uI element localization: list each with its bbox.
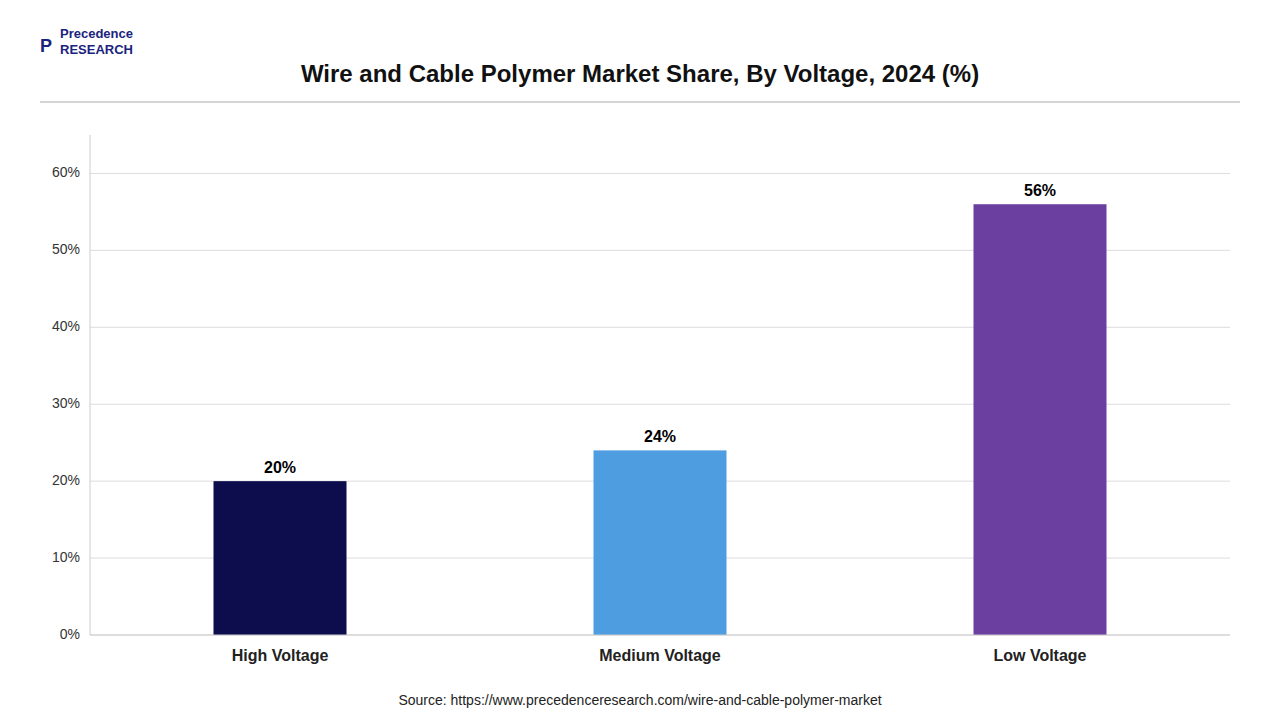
x-tick-label: Medium Voltage xyxy=(599,647,721,664)
source-text: Source: https://www.precedenceresearch.c… xyxy=(398,692,881,708)
y-tick-label: 50% xyxy=(52,241,80,257)
data-label: 20% xyxy=(264,459,296,476)
y-tick-label: 30% xyxy=(52,395,80,411)
logo-icon: P xyxy=(40,36,52,56)
grid-line xyxy=(90,635,1230,636)
grid-line xyxy=(90,173,1230,174)
x-axis-line xyxy=(90,635,1230,636)
y-tick-label: 0% xyxy=(60,626,80,642)
data-label: 24% xyxy=(644,428,676,445)
grid xyxy=(90,173,1230,635)
y-tick-label: 10% xyxy=(52,549,80,565)
y-tick-label: 40% xyxy=(52,318,80,334)
y-axis-line xyxy=(90,135,91,635)
labels: 20% 24% 56% xyxy=(264,182,1056,476)
y-tick-label: 60% xyxy=(52,164,80,180)
x-tick-label: Low Voltage xyxy=(993,647,1086,664)
separator xyxy=(40,102,1240,103)
x-tick-label: High Voltage xyxy=(232,647,329,664)
y-tick-label: 20% xyxy=(52,472,80,488)
bar xyxy=(594,450,727,635)
bar xyxy=(214,481,347,635)
logo-text: PrecedenceRESEARCH xyxy=(60,26,133,57)
bar xyxy=(974,204,1107,635)
bars xyxy=(214,204,1107,635)
chart: P PrecedenceRESEARCH Source: https://www.p… xyxy=(0,0,1280,720)
data-label: 56% xyxy=(1024,182,1056,199)
title: Wire and Cable Polymer Market Share, By … xyxy=(301,60,979,87)
